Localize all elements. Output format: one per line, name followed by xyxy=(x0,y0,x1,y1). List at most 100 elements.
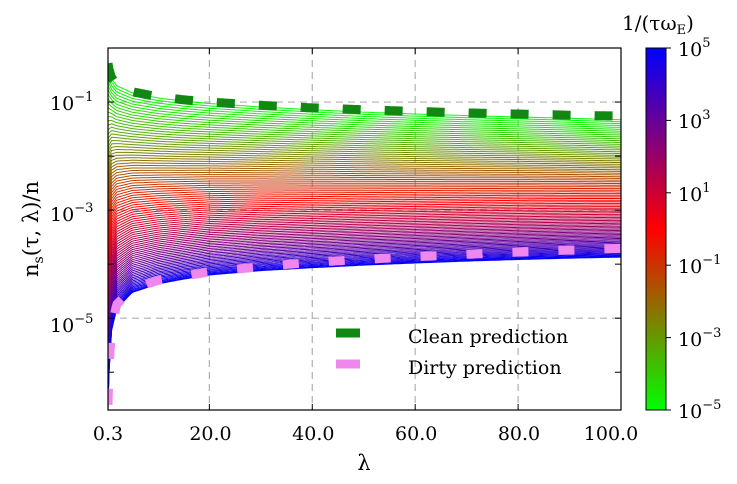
family-curve xyxy=(108,253,621,403)
family-curve xyxy=(108,129,621,149)
family-curve xyxy=(108,102,621,136)
family-curve xyxy=(108,241,621,373)
colorbar-tick-label: 10−1 xyxy=(678,253,721,278)
family-curve xyxy=(108,201,621,271)
family-curve xyxy=(108,164,621,191)
family-curve xyxy=(108,231,621,347)
family-curve xyxy=(108,224,621,329)
x-tick-label: 20.0 xyxy=(189,423,231,445)
family-curve xyxy=(108,167,621,195)
family-curve xyxy=(108,246,621,385)
family-curve xyxy=(108,180,621,221)
family-curve xyxy=(108,176,621,212)
family-curve xyxy=(108,207,621,287)
family-curve xyxy=(108,245,621,382)
family-curve xyxy=(108,212,621,299)
family-curve xyxy=(108,250,621,396)
y-tick-label: 10−5 xyxy=(50,312,93,337)
family-curve xyxy=(108,227,621,336)
family-curve xyxy=(108,210,621,295)
family-curve xyxy=(108,251,621,399)
colorbar-tick-label: 101 xyxy=(678,181,710,206)
family-curve xyxy=(108,88,621,130)
x-tick-labels: 0.3 20.0 40.0 60.0 80.0 100.0 xyxy=(93,423,638,445)
family-curve xyxy=(108,225,621,333)
family-curve xyxy=(108,143,621,156)
family-curve xyxy=(108,198,621,263)
family-curve xyxy=(108,174,621,208)
family-curve xyxy=(108,213,621,303)
x-tick-label: 60.0 xyxy=(395,423,437,445)
clean-prediction-line xyxy=(108,62,621,121)
family-curve xyxy=(108,171,621,204)
family-curve xyxy=(108,133,621,151)
family-curve xyxy=(108,111,621,140)
family-curve xyxy=(108,218,621,314)
colorbar-label: 1/(τωE) xyxy=(622,11,694,38)
family-curve xyxy=(108,92,621,132)
family-curve xyxy=(108,182,621,225)
y-tick-labels: 10−1 10−3 10−5 xyxy=(50,90,93,337)
family-curve xyxy=(108,244,621,379)
family-curve xyxy=(108,202,621,275)
legend-label-clean: Clean prediction xyxy=(408,326,568,348)
axis-ticks xyxy=(107,47,622,410)
family-curve xyxy=(108,123,621,145)
x-axis-label: λ xyxy=(357,451,370,475)
plot-frame xyxy=(107,47,622,411)
family-curve xyxy=(108,162,621,186)
family-curve xyxy=(108,157,621,177)
family-curve xyxy=(108,178,621,217)
x-tick-label: 0.3 xyxy=(93,423,123,445)
family-curve xyxy=(108,236,621,360)
family-curve xyxy=(108,78,621,126)
family-curve xyxy=(108,215,621,307)
family-curve xyxy=(108,248,621,391)
x-tick-label: 100.0 xyxy=(584,423,638,445)
family-curve xyxy=(108,219,621,318)
family-curve xyxy=(108,228,621,340)
family-curve xyxy=(108,239,621,367)
family-curve xyxy=(108,222,621,325)
family-curve xyxy=(108,206,621,283)
family-curve xyxy=(108,140,621,155)
family-curve xyxy=(108,247,621,388)
family-curve xyxy=(108,256,621,410)
x-tick-label: 80.0 xyxy=(498,423,540,445)
family-curve xyxy=(108,73,621,125)
family-curve xyxy=(108,252,621,401)
family-curve xyxy=(108,189,621,242)
family-curve xyxy=(108,238,621,364)
family-curve xyxy=(108,107,621,138)
family-curve xyxy=(108,149,621,164)
family-curve xyxy=(108,97,621,134)
family-curve xyxy=(108,159,621,182)
family-curve xyxy=(108,249,621,394)
family-curve xyxy=(108,145,621,159)
curve-family xyxy=(108,64,621,410)
family-curve xyxy=(108,209,621,291)
family-curve xyxy=(108,235,621,357)
family-curve xyxy=(108,126,621,147)
x-tick-label: 40.0 xyxy=(292,423,334,445)
family-curve xyxy=(108,194,621,255)
family-curve xyxy=(108,193,621,251)
family-curve xyxy=(108,191,621,247)
colorbar-tick-label: 103 xyxy=(678,108,710,133)
colorbar xyxy=(645,47,667,411)
family-curve xyxy=(108,204,621,279)
family-curve xyxy=(108,243,621,376)
family-curve xyxy=(108,83,621,128)
colorbar-ticks xyxy=(666,47,671,411)
family-curve xyxy=(108,199,621,267)
family-curve xyxy=(108,116,621,142)
family-curve xyxy=(108,184,621,230)
family-curve xyxy=(108,240,621,370)
colorbar-tick-label: 10−5 xyxy=(678,398,721,423)
family-curve xyxy=(108,229,621,343)
colorbar-tick-label: 10−3 xyxy=(678,326,721,351)
colorbar-tick-label: 105 xyxy=(678,36,710,61)
colorbar-tick-labels: 105 103 101 10−1 10−3 10−5 xyxy=(678,36,721,423)
family-curve xyxy=(108,119,621,143)
